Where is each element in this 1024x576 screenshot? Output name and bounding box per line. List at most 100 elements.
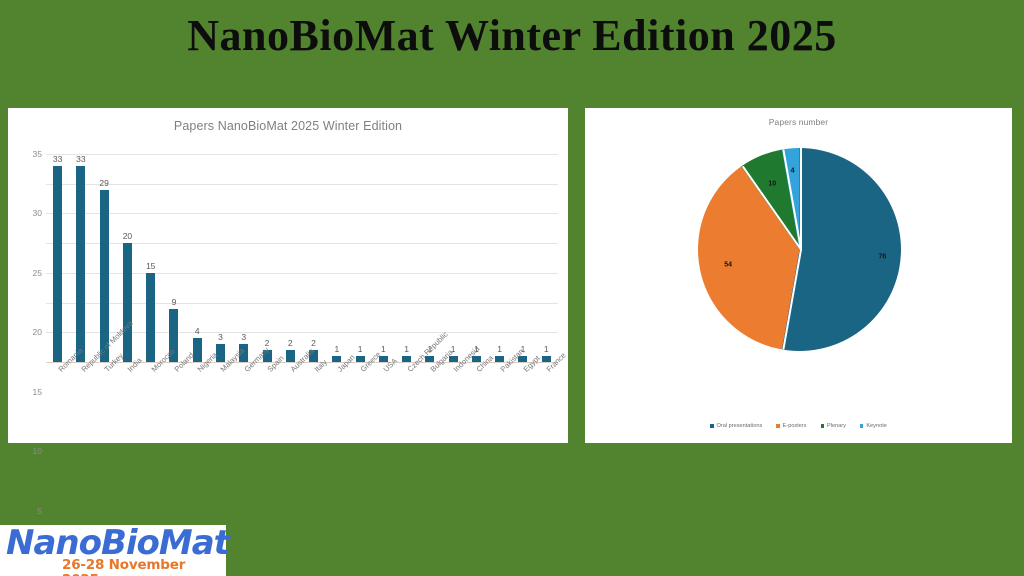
x-label-slot: Republic of Moldova (69, 319, 134, 434)
bar-item[interactable]: 3 (209, 154, 232, 362)
legend-item[interactable]: Plenary (820, 423, 846, 429)
bar-item[interactable]: 1 (418, 154, 441, 362)
x-label-slot: Pakistan (488, 347, 525, 434)
bar-item[interactable]: 15 (139, 154, 162, 362)
bar[interactable] (76, 165, 86, 362)
bar-item[interactable]: 29 (93, 154, 116, 362)
x-label-slot: Czech Republic (395, 330, 449, 434)
legend-item[interactable]: Keynote (859, 423, 887, 429)
bar[interactable] (378, 356, 388, 362)
bar[interactable] (169, 308, 179, 362)
bar-value-label: 1 (334, 344, 340, 355)
bar[interactable] (402, 356, 412, 362)
gridline: 15 (33, 272, 558, 397)
bar-value-label: 3 (241, 332, 247, 343)
bar-item[interactable]: 2 (302, 154, 325, 362)
x-label-slot: Japan (325, 353, 356, 434)
bar-item[interactable]: 2 (279, 154, 302, 362)
gridline: 30 (33, 183, 558, 218)
y-axis-tick: 30 (32, 208, 42, 219)
bar-item[interactable]: 1 (325, 154, 348, 362)
bar[interactable] (215, 344, 225, 362)
x-label-slot: Bulgaria (418, 348, 454, 434)
pie-disc (698, 148, 901, 351)
y-axis-tick: 35 (32, 149, 42, 159)
bar-item[interactable]: 9 (162, 154, 185, 362)
bar-value-label: 1 (520, 344, 526, 355)
x-label-slot: Indonesia (442, 344, 482, 434)
bar[interactable] (495, 356, 505, 362)
page-title: NanoBioMat Winter Edition 2025 (187, 11, 837, 60)
bar-item[interactable]: 1 (465, 154, 488, 362)
bar-value-label: 1 (474, 344, 479, 355)
bar[interactable] (262, 350, 272, 362)
x-label-slot: Germany (232, 345, 270, 434)
pie-value-label: 4 (790, 167, 795, 175)
x-label-slot: Nigeria (186, 350, 219, 434)
gridline: 10 (33, 302, 558, 456)
bar[interactable] (99, 189, 109, 362)
bar-item[interactable]: 1 (442, 154, 465, 362)
bar-item[interactable]: 1 (348, 154, 371, 362)
pie-value-label: 76 (878, 253, 887, 261)
bar[interactable] (541, 356, 551, 362)
bar[interactable] (471, 356, 481, 362)
legend-item[interactable]: E-posters (776, 423, 807, 429)
legend-item[interactable]: Oral presentations (710, 423, 762, 429)
bar-value-label: 3 (218, 332, 223, 343)
bar[interactable] (285, 350, 295, 362)
bar-value-label: 1 (357, 344, 363, 355)
nanobiomat-logo: NanoBioMat 26-28 November 2025 (0, 525, 230, 576)
bar[interactable] (146, 272, 156, 362)
x-label-slot: Turkey (93, 351, 126, 434)
bar-value-label: 2 (311, 338, 316, 349)
bar-value-label: 1 (380, 344, 386, 355)
bar-item[interactable]: 1 (511, 154, 534, 362)
bar-item[interactable]: 1 (535, 154, 558, 362)
bar-value-label: 1 (497, 344, 503, 355)
y-axis-tick: 20 (32, 327, 42, 338)
bar[interactable] (332, 356, 342, 362)
bar-value-label: 9 (171, 296, 177, 307)
legend-swatch (820, 424, 824, 428)
bar-item[interactable]: 33 (46, 154, 69, 362)
gridline: 5 (37, 332, 558, 516)
bar-item[interactable]: 1 (395, 154, 418, 362)
bar-item[interactable]: 4 (186, 154, 209, 362)
bar[interactable] (448, 356, 458, 362)
x-label-slot: Romania (46, 346, 84, 434)
bar-item[interactable]: 1 (488, 154, 511, 362)
bar-value-label: 1 (450, 344, 456, 355)
bar[interactable] (355, 356, 365, 362)
bar[interactable] (192, 338, 202, 362)
legend-label: Keynote (866, 423, 887, 429)
legend-swatch (859, 424, 864, 428)
x-label-slot: Italy (302, 358, 328, 434)
bar-item[interactable]: 33 (69, 154, 92, 362)
legend-label: Plenary (826, 423, 846, 429)
gridline: 25 (33, 213, 558, 278)
bar-value-label: 1 (543, 344, 549, 355)
bar-value-label: 33 (76, 153, 86, 164)
pie-slice-divider (799, 148, 802, 250)
pie-slice-divider (781, 249, 802, 350)
x-label-slot: Egypt (511, 354, 542, 434)
bar-value-label: 1 (404, 344, 409, 355)
y-axis-tick: 5 (37, 505, 42, 516)
bar-item[interactable]: 2 (255, 154, 278, 362)
bar[interactable] (239, 344, 249, 362)
bar-item[interactable]: 3 (232, 154, 255, 362)
bar-value-label: 2 (287, 338, 293, 349)
x-label-slot: India (116, 356, 144, 434)
bar-item[interactable]: 20 (116, 154, 139, 362)
bar[interactable] (518, 356, 528, 362)
bar-value-label: 2 (264, 338, 270, 349)
bar-item[interactable]: 1 (372, 154, 395, 362)
gridline: 20 (33, 243, 558, 337)
bar-value-label: 1 (427, 344, 433, 355)
bar[interactable] (122, 243, 132, 362)
bar[interactable] (309, 350, 319, 362)
bar[interactable] (53, 165, 63, 362)
legend-label: Oral presentations (716, 423, 763, 429)
bar[interactable] (425, 356, 435, 362)
